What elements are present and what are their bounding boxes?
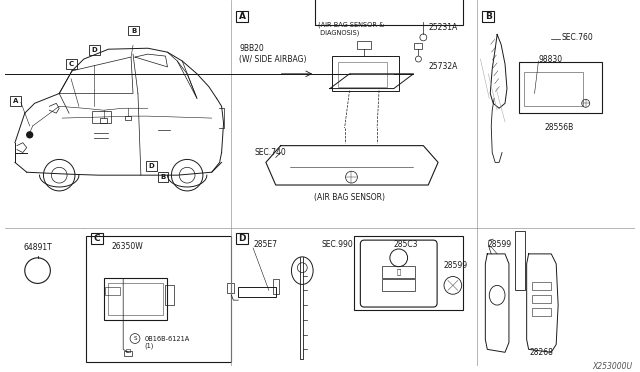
Text: (AIR BAG SENSOR &
 DIAGNOSIS): (AIR BAG SENSOR & DIAGNOSIS) <box>318 22 384 36</box>
Bar <box>382 279 415 291</box>
Text: 28599: 28599 <box>487 240 511 248</box>
Text: X253000U: X253000U <box>592 362 632 371</box>
Text: D: D <box>239 234 246 243</box>
Bar <box>519 62 602 113</box>
Bar <box>124 351 132 356</box>
Bar <box>66 59 77 69</box>
Text: 64891T: 64891T <box>23 244 52 253</box>
Text: SEC.740: SEC.740 <box>254 148 286 157</box>
Text: SEC.990: SEC.990 <box>322 240 354 248</box>
Bar <box>126 349 130 352</box>
Text: 28268: 28268 <box>529 348 554 357</box>
Bar <box>146 161 157 171</box>
Bar <box>91 233 102 244</box>
Bar <box>108 283 163 315</box>
Text: A: A <box>239 12 246 21</box>
Text: 28599: 28599 <box>443 261 467 270</box>
Bar <box>236 11 248 22</box>
Bar <box>100 118 108 123</box>
Text: B: B <box>161 174 166 180</box>
Bar <box>227 283 234 293</box>
Bar <box>483 11 494 22</box>
Text: SEC.760: SEC.760 <box>561 33 593 42</box>
Circle shape <box>27 132 33 138</box>
Bar <box>106 287 120 295</box>
Text: 26350W: 26350W <box>111 241 143 250</box>
Bar <box>236 233 248 244</box>
Bar <box>355 236 463 310</box>
Text: B: B <box>131 28 136 33</box>
Bar <box>104 279 168 320</box>
Bar <box>382 266 415 278</box>
Text: 98830: 98830 <box>538 55 563 64</box>
Bar <box>315 0 463 25</box>
Text: 🔒: 🔒 <box>397 268 401 275</box>
Bar <box>10 96 21 106</box>
Bar <box>415 43 422 49</box>
Text: B: B <box>485 12 492 21</box>
Bar <box>338 62 387 87</box>
Text: C: C <box>93 234 100 243</box>
Text: 0B16B-6121A
(1): 0B16B-6121A (1) <box>145 336 190 349</box>
Text: 28556B: 28556B <box>545 124 573 132</box>
Bar <box>238 287 276 297</box>
Text: A: A <box>13 98 18 105</box>
Bar <box>86 236 232 362</box>
Text: S: S <box>133 336 137 341</box>
Bar <box>524 72 583 106</box>
Text: (AIR BAG SENSOR): (AIR BAG SENSOR) <box>314 193 385 202</box>
Text: D: D <box>148 163 154 169</box>
Bar <box>125 116 131 120</box>
Bar <box>332 56 399 90</box>
Bar <box>128 26 139 35</box>
Text: 25231A: 25231A <box>428 23 458 32</box>
Bar <box>532 308 551 316</box>
Text: C: C <box>69 61 74 67</box>
Text: 9BB20
(W/ SIDE AIRBAG): 9BB20 (W/ SIDE AIRBAG) <box>239 44 307 64</box>
Bar <box>89 45 100 55</box>
Text: 285C3: 285C3 <box>394 240 419 248</box>
Text: 285E7: 285E7 <box>253 240 277 248</box>
Bar <box>92 111 111 123</box>
Text: D: D <box>92 47 97 53</box>
Bar <box>515 231 525 290</box>
Text: 25732A: 25732A <box>428 62 458 71</box>
Bar <box>164 285 174 305</box>
Bar <box>157 172 168 182</box>
Bar <box>532 282 551 290</box>
Bar <box>273 279 278 294</box>
Bar <box>532 295 551 303</box>
Bar <box>357 41 371 49</box>
